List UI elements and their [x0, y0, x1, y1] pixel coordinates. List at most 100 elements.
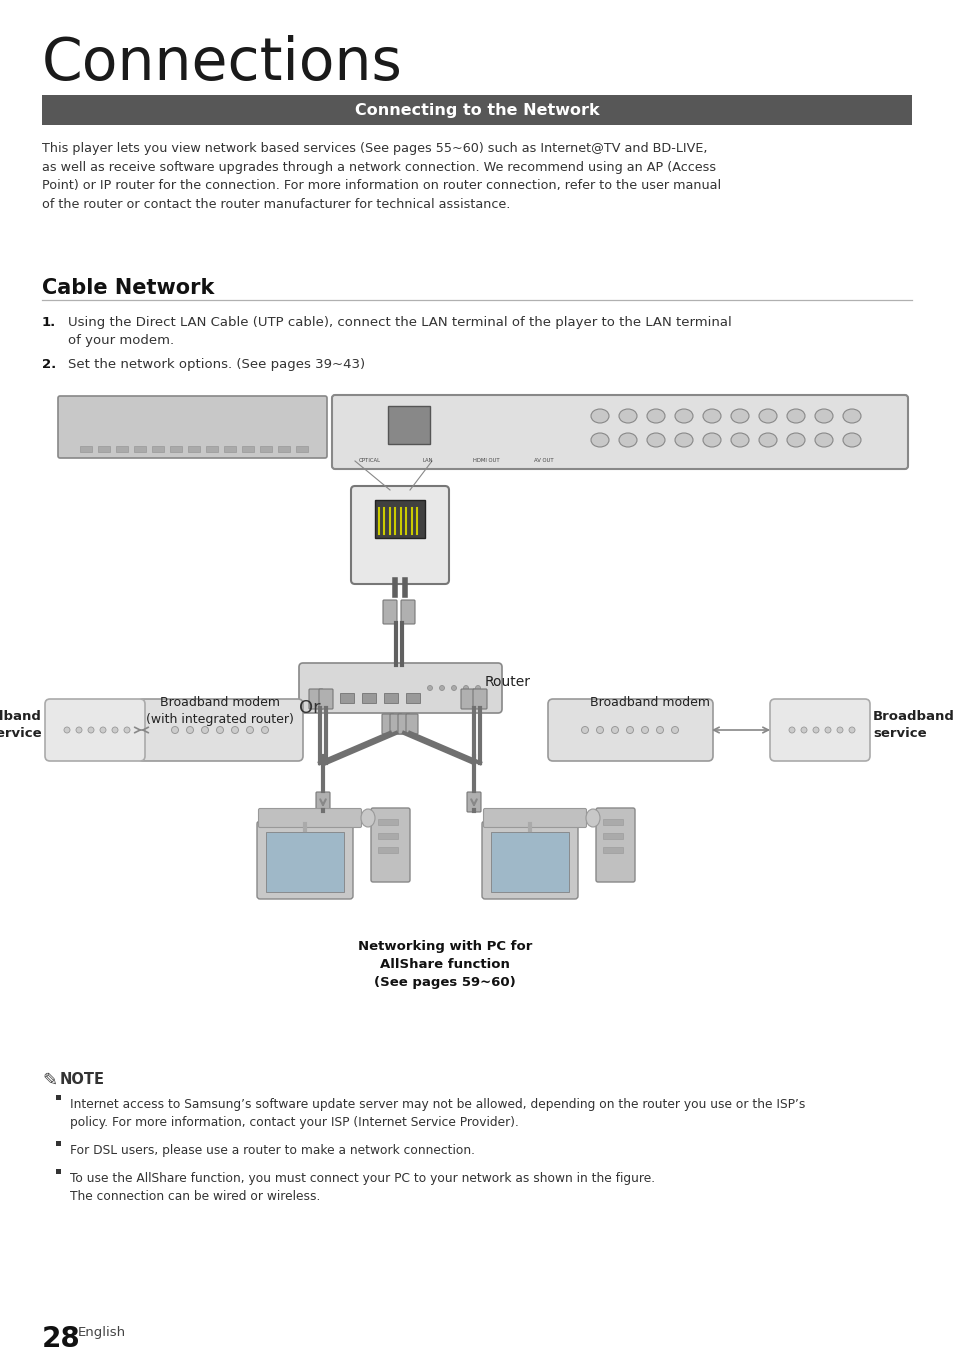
Ellipse shape [172, 727, 178, 734]
Bar [56, 1095, 61, 1099]
Text: Broadband modem
(with integrated router): Broadband modem (with integrated router) [146, 696, 294, 726]
Text: Set the network options. (See pages 39~43): Set the network options. (See pages 39~4… [68, 357, 365, 371]
Text: Internet access to Samsung’s software update server may not be allowed, dependin: Internet access to Samsung’s software up… [70, 1098, 804, 1129]
Ellipse shape [759, 433, 776, 447]
Text: AV OUT: AV OUT [534, 458, 554, 463]
Ellipse shape [590, 433, 608, 447]
Bar [277, 445, 290, 452]
Bar [98, 445, 110, 452]
FancyBboxPatch shape [318, 689, 333, 709]
Text: Router: Router [484, 676, 531, 689]
Ellipse shape [618, 433, 637, 447]
Ellipse shape [76, 727, 82, 733]
Text: Broadband
service: Broadband service [0, 709, 42, 741]
Ellipse shape [675, 433, 692, 447]
Text: Broadband
service: Broadband service [872, 709, 953, 741]
Bar [339, 693, 354, 703]
Bar [170, 445, 182, 452]
Ellipse shape [675, 409, 692, 422]
Text: Cable Network: Cable Network [42, 278, 214, 298]
Ellipse shape [232, 727, 238, 734]
Bar [377, 848, 397, 853]
Bar [377, 833, 397, 839]
Ellipse shape [656, 727, 662, 734]
FancyBboxPatch shape [256, 821, 353, 899]
Text: 28: 28 [42, 1326, 81, 1353]
Text: NOTE: NOTE [60, 1072, 105, 1087]
Ellipse shape [618, 409, 637, 422]
FancyBboxPatch shape [596, 808, 635, 881]
FancyBboxPatch shape [406, 714, 417, 734]
Bar [285, 818, 325, 825]
FancyBboxPatch shape [397, 714, 410, 734]
FancyBboxPatch shape [400, 600, 415, 624]
Bar [388, 406, 430, 444]
FancyBboxPatch shape [58, 395, 327, 458]
FancyBboxPatch shape [351, 486, 449, 584]
Bar [152, 445, 164, 452]
Bar [375, 500, 424, 538]
Text: OPTICAL: OPTICAL [358, 458, 380, 463]
FancyBboxPatch shape [138, 699, 303, 761]
Ellipse shape [842, 409, 861, 422]
Ellipse shape [451, 685, 456, 691]
FancyBboxPatch shape [258, 808, 361, 827]
Bar [133, 445, 146, 452]
Ellipse shape [124, 727, 130, 733]
Ellipse shape [702, 433, 720, 447]
Ellipse shape [590, 409, 608, 422]
Ellipse shape [836, 727, 842, 733]
Ellipse shape [201, 727, 209, 734]
Ellipse shape [671, 727, 678, 734]
Ellipse shape [730, 409, 748, 422]
Bar [116, 445, 128, 452]
Text: 2.: 2. [42, 357, 56, 371]
Bar [42, 95, 911, 125]
Ellipse shape [581, 727, 588, 734]
FancyBboxPatch shape [390, 714, 401, 734]
Ellipse shape [824, 727, 830, 733]
Ellipse shape [427, 685, 432, 691]
FancyBboxPatch shape [371, 808, 410, 881]
Ellipse shape [64, 727, 70, 733]
Text: Or: Or [299, 699, 320, 718]
Ellipse shape [360, 808, 375, 827]
Ellipse shape [842, 433, 861, 447]
Text: Connections: Connections [42, 35, 402, 92]
Bar [260, 445, 272, 452]
Text: Broadband modem: Broadband modem [589, 696, 709, 709]
Ellipse shape [788, 727, 794, 733]
Ellipse shape [801, 727, 806, 733]
Bar [266, 831, 344, 892]
Text: Networking with PC for
AllShare function
(See pages 59~60): Networking with PC for AllShare function… [357, 940, 532, 988]
Ellipse shape [814, 433, 832, 447]
Text: Using the Direct LAN Cable (UTP cable), connect the LAN terminal of the player t: Using the Direct LAN Cable (UTP cable), … [68, 315, 731, 347]
Ellipse shape [88, 727, 94, 733]
Text: ✎: ✎ [42, 1072, 57, 1090]
Ellipse shape [759, 409, 776, 422]
Bar [406, 693, 419, 703]
FancyBboxPatch shape [547, 699, 712, 761]
FancyBboxPatch shape [381, 714, 394, 734]
FancyBboxPatch shape [309, 689, 323, 709]
Bar [602, 833, 622, 839]
Bar [361, 693, 375, 703]
Bar [224, 445, 235, 452]
FancyBboxPatch shape [481, 821, 578, 899]
FancyBboxPatch shape [298, 663, 501, 714]
Bar [295, 445, 308, 452]
Ellipse shape [596, 727, 603, 734]
FancyBboxPatch shape [315, 792, 330, 812]
Text: For DSL users, please use a router to make a network connection.: For DSL users, please use a router to ma… [70, 1144, 475, 1158]
FancyBboxPatch shape [460, 689, 475, 709]
Text: To use the AllShare function, you must connect your PC to your network as shown : To use the AllShare function, you must c… [70, 1173, 655, 1202]
FancyBboxPatch shape [473, 689, 486, 709]
Bar [242, 445, 253, 452]
FancyBboxPatch shape [332, 395, 907, 468]
Ellipse shape [100, 727, 106, 733]
Ellipse shape [186, 727, 193, 734]
Ellipse shape [261, 727, 268, 734]
Ellipse shape [730, 433, 748, 447]
Ellipse shape [702, 409, 720, 422]
Bar [602, 848, 622, 853]
